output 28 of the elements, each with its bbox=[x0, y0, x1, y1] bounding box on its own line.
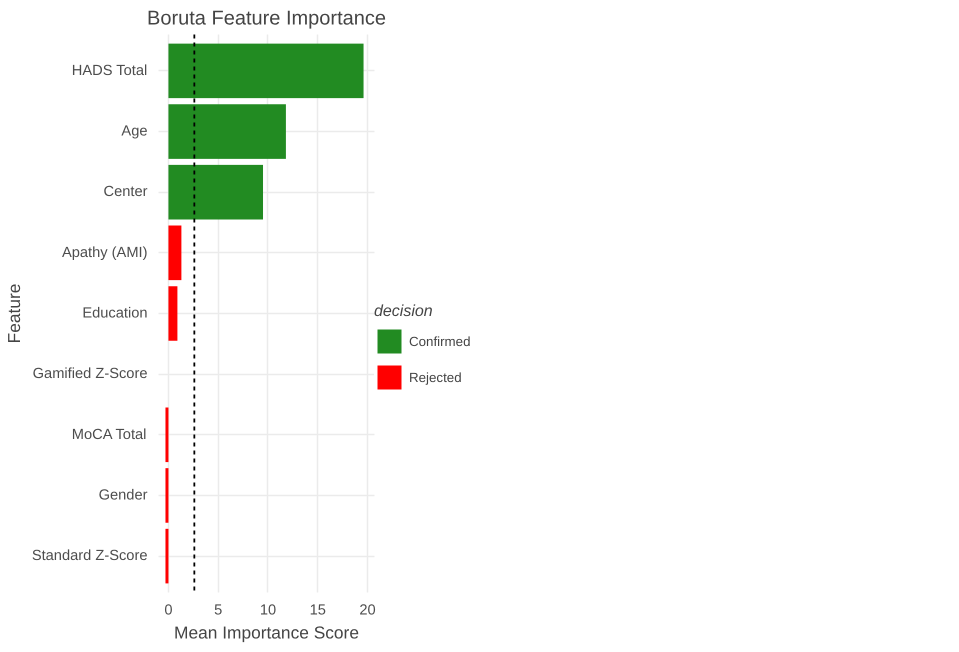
bar bbox=[168, 44, 364, 98]
x-tick-label: 20 bbox=[359, 602, 376, 618]
x-tick-label: 10 bbox=[260, 602, 276, 618]
legend-label: Rejected bbox=[409, 370, 462, 384]
bar bbox=[165, 528, 168, 584]
y-axis-title: Feature bbox=[4, 284, 24, 344]
x-tick-label: 5 bbox=[214, 602, 222, 618]
y-tick-label: MoCA Total bbox=[72, 426, 146, 443]
y-tick-label: Age bbox=[121, 124, 148, 140]
chart-title: Boruta Feature Importance bbox=[146, 8, 386, 30]
y-tick-label: Gamified Z-Score bbox=[32, 366, 148, 382]
bar bbox=[165, 408, 168, 462]
bar bbox=[165, 468, 168, 523]
y-tick-label: Gender bbox=[98, 487, 148, 504]
y-tick-label: Education bbox=[82, 306, 148, 322]
x-tick-label: 15 bbox=[310, 602, 326, 618]
y-tick-label: Apathy (AMI) bbox=[62, 244, 148, 261]
x-axis-title: Mean Importance Score bbox=[174, 622, 359, 642]
bar bbox=[168, 226, 182, 280]
y-tick-label: Center bbox=[104, 184, 148, 200]
bar bbox=[168, 286, 178, 341]
x-tick-label: 0 bbox=[164, 602, 173, 618]
y-tick-label: HADS Total bbox=[72, 62, 148, 79]
bar bbox=[168, 164, 264, 220]
legend-label: Confirmed bbox=[409, 334, 470, 348]
y-tick-label: Standard Z-Score bbox=[32, 548, 148, 564]
legend-title: decision bbox=[374, 303, 434, 321]
bar bbox=[168, 104, 286, 159]
